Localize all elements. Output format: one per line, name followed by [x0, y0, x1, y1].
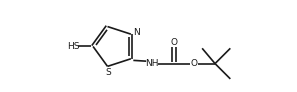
Text: S: S	[105, 68, 111, 77]
Text: O: O	[170, 38, 178, 47]
Text: O: O	[191, 59, 198, 68]
Text: NH: NH	[145, 59, 159, 68]
Text: HS: HS	[67, 42, 79, 51]
Text: N: N	[133, 28, 140, 37]
